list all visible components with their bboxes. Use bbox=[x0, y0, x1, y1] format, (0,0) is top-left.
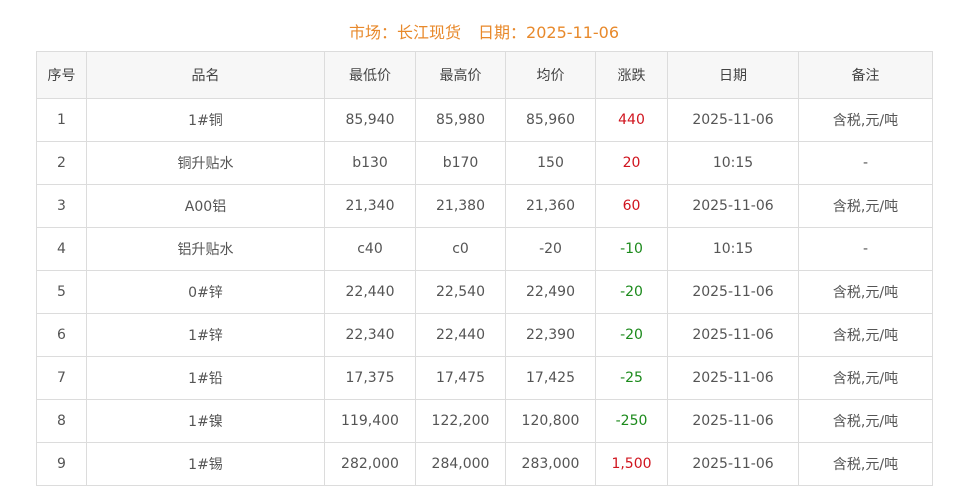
table-row: 2 铜升贴水 b130 b170 150 20 10:15- bbox=[36, 141, 933, 185]
table-row: 3 A00铝 21,340 21,380 21,360 60 2025-11-06 含税,元/… bbox=[36, 184, 933, 228]
note-cell: 含税,元/吨 bbox=[798, 442, 933, 486]
row-number: 8 bbox=[36, 399, 87, 443]
price-change: -250 bbox=[595, 399, 668, 443]
avg-price: 17,425 bbox=[505, 356, 596, 400]
high-price: 22,440 bbox=[415, 313, 506, 357]
avg-price: 22,490 bbox=[505, 270, 596, 314]
date-cell: 2025-11-06 bbox=[667, 399, 799, 443]
table-row: 4 铝升贴水 c40 c0 -20 -10 10:15- bbox=[36, 227, 933, 271]
column-header: 涨跌 bbox=[595, 51, 668, 99]
product-name: 铜升贴水 bbox=[86, 141, 325, 185]
price-change: -10 bbox=[595, 227, 668, 271]
avg-price: 283,000 bbox=[505, 442, 596, 486]
column-header: 备注 bbox=[798, 51, 933, 99]
note-cell: 含税,元/吨 bbox=[798, 184, 933, 228]
table-row: 9 1#锡 282,000 284,000 283,000 1,500 2025-11-06… bbox=[36, 442, 933, 486]
high-price: 17,475 bbox=[415, 356, 506, 400]
table-row: 6 1#锌 22,340 22,440 22,390 -20 2025-11-06 含税,元/… bbox=[36, 313, 933, 357]
low-price: 282,000 bbox=[324, 442, 416, 486]
price-change: -25 bbox=[595, 356, 668, 400]
column-header: 最低价 bbox=[324, 51, 416, 99]
avg-price: 85,960 bbox=[505, 98, 596, 142]
column-header: 品名 bbox=[86, 51, 325, 99]
price-change: 440 bbox=[595, 98, 668, 142]
column-header: 日期 bbox=[667, 51, 799, 99]
column-header: 最高价 bbox=[415, 51, 506, 99]
row-number: 6 bbox=[36, 313, 87, 357]
note-cell: 含税,元/吨 bbox=[798, 270, 933, 314]
high-price: 21,380 bbox=[415, 184, 506, 228]
high-price: c0 bbox=[415, 227, 506, 271]
note-cell: 含税,元/吨 bbox=[798, 399, 933, 443]
low-price: c40 bbox=[324, 227, 416, 271]
date-cell: 10:15 bbox=[667, 141, 799, 185]
price-change: 20 bbox=[595, 141, 668, 185]
avg-price: 21,360 bbox=[505, 184, 596, 228]
note-cell: - bbox=[798, 227, 933, 271]
date-cell: 2025-11-06 bbox=[667, 442, 799, 486]
row-number: 3 bbox=[36, 184, 87, 228]
avg-price: 120,800 bbox=[505, 399, 596, 443]
date-cell: 2025-11-06 bbox=[667, 270, 799, 314]
table-row: 7 1#铅 17,375 17,475 17,425 -25 2025-11-06 含税,元/… bbox=[36, 356, 933, 400]
table-header: 序号 品名 最低价 最高价 均价 涨跌 日期 备注 bbox=[36, 51, 933, 99]
column-header: 均价 bbox=[505, 51, 596, 99]
avg-price: 150 bbox=[505, 141, 596, 185]
row-number: 5 bbox=[36, 270, 87, 314]
date-cell: 2025-11-06 bbox=[667, 98, 799, 142]
row-number: 9 bbox=[36, 442, 87, 486]
product-name: A00铝 bbox=[86, 184, 325, 228]
note-cell: - bbox=[798, 141, 933, 185]
product-name: 1#镍 bbox=[86, 399, 325, 443]
high-price: 284,000 bbox=[415, 442, 506, 486]
high-price: b170 bbox=[415, 141, 506, 185]
high-price: 122,200 bbox=[415, 399, 506, 443]
note-cell: 含税,元/吨 bbox=[798, 356, 933, 400]
low-price: 21,340 bbox=[324, 184, 416, 228]
row-number: 2 bbox=[36, 141, 87, 185]
low-price: 22,340 bbox=[324, 313, 416, 357]
note-cell: 含税,元/吨 bbox=[798, 313, 933, 357]
high-price: 22,540 bbox=[415, 270, 506, 314]
product-name: 1#锌 bbox=[86, 313, 325, 357]
table-row: 8 1#镍 119,400 122,200 120,800 -250 2025-11-06 含… bbox=[36, 399, 933, 443]
price-table: 序号 品名 最低价 最高价 均价 涨跌 日期 备注 1 1#铜 85,940 85,980 85,96… bbox=[36, 51, 933, 486]
date-cell: 10:15 bbox=[667, 227, 799, 271]
product-name: 1#铜 bbox=[86, 98, 325, 142]
low-price: 22,440 bbox=[324, 270, 416, 314]
date-cell: 2025-11-06 bbox=[667, 356, 799, 400]
avg-price: 22,390 bbox=[505, 313, 596, 357]
market-label: 市场：长江现货 bbox=[348, 23, 461, 42]
row-number: 7 bbox=[36, 356, 87, 400]
row-number: 4 bbox=[36, 227, 87, 271]
product-name: 铝升贴水 bbox=[86, 227, 325, 271]
column-header: 序号 bbox=[36, 51, 87, 99]
date-label: 日期：2025-11-06 bbox=[478, 23, 620, 42]
page-title: 市场：长江现货 日期：2025-11-06 bbox=[0, 19, 968, 43]
high-price: 85,980 bbox=[415, 98, 506, 142]
price-change: 1,500 bbox=[595, 442, 668, 486]
low-price: b130 bbox=[324, 141, 416, 185]
product-name: 1#铅 bbox=[86, 356, 325, 400]
price-change: -20 bbox=[595, 313, 668, 357]
row-number: 1 bbox=[36, 98, 87, 142]
table-row: 1 1#铜 85,940 85,980 85,960 440 2025-11-06 含税,元/… bbox=[36, 98, 933, 142]
low-price: 85,940 bbox=[324, 98, 416, 142]
low-price: 17,375 bbox=[324, 356, 416, 400]
product-name: 0#锌 bbox=[86, 270, 325, 314]
avg-price: -20 bbox=[505, 227, 596, 271]
product-name: 1#锡 bbox=[86, 442, 325, 486]
note-cell: 含税,元/吨 bbox=[798, 98, 933, 142]
price-change: 60 bbox=[595, 184, 668, 228]
table-row: 5 0#锌 22,440 22,540 22,490 -20 2025-11-06 含税,元/… bbox=[36, 270, 933, 314]
date-cell: 2025-11-06 bbox=[667, 184, 799, 228]
price-change: -20 bbox=[595, 270, 668, 314]
low-price: 119,400 bbox=[324, 399, 416, 443]
date-cell: 2025-11-06 bbox=[667, 313, 799, 357]
